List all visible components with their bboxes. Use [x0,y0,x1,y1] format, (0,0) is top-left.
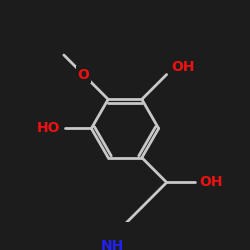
Text: OH: OH [199,176,223,190]
Text: HO: HO [37,122,60,136]
Text: OH: OH [171,60,194,74]
Text: NH: NH [101,239,124,250]
Text: O: O [78,68,89,82]
